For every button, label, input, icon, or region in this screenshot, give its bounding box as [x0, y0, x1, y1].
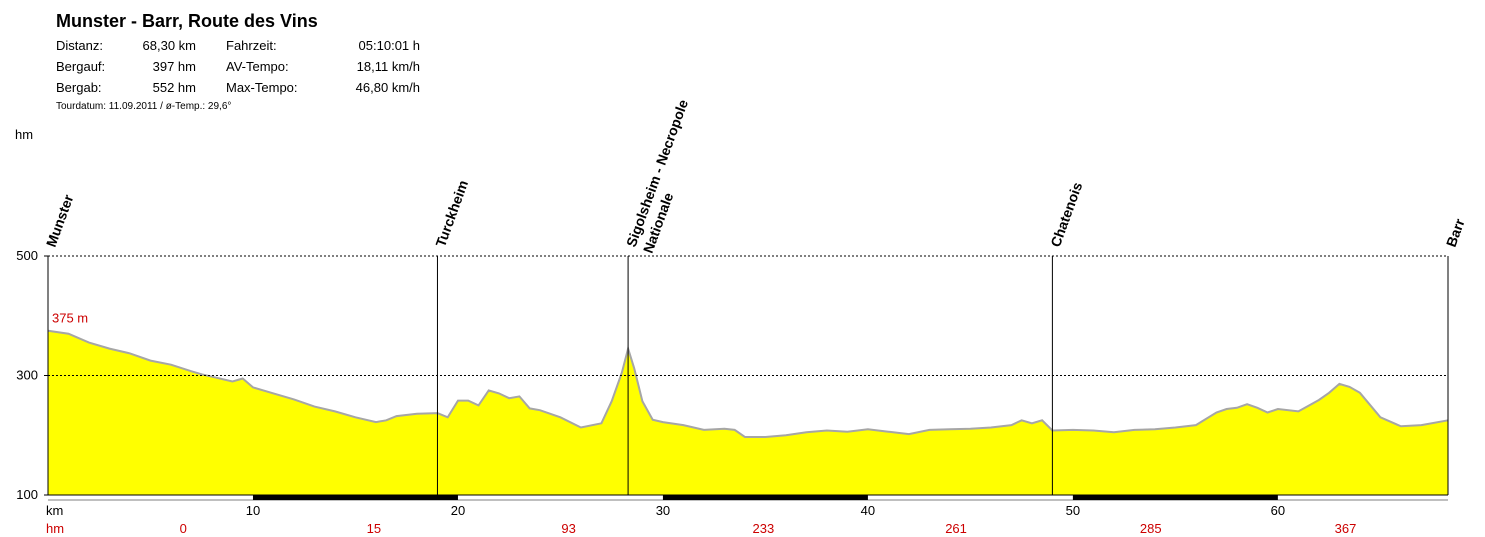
start-elevation-label: 375 m	[52, 311, 88, 326]
km-band-segment	[1072, 495, 1278, 500]
elevation-line	[47, 329, 1449, 438]
stat-value: 552 hm	[152, 80, 196, 95]
waypoint-label: Chatenois	[1047, 180, 1085, 249]
stat-label: Max-Tempo:	[226, 80, 298, 95]
km-band-segment	[662, 495, 868, 500]
axis-layer	[44, 255, 1448, 501]
cumulative-climb-value: 367	[1335, 521, 1357, 536]
y-tick-label: 100	[16, 487, 38, 502]
waypoint-label: Turckheim	[432, 178, 471, 249]
y-tick-label: 300	[16, 368, 38, 383]
cumulative-climb-value: 233	[753, 521, 775, 536]
stat-label: Bergab:	[56, 80, 102, 95]
cumulative-climb-value: 285	[1140, 521, 1162, 536]
stats-row: Bergauf: 397 hm AV-Tempo: 18,11 km/h	[56, 56, 420, 77]
x-tick-label: 10	[246, 503, 260, 518]
cumulative-climb-value: 261	[945, 521, 967, 536]
elevation-area	[48, 330, 1448, 495]
stat-value: 397 hm	[152, 59, 196, 74]
stat-label: AV-Tempo:	[226, 59, 289, 74]
stats-row: Bergab: 552 hm Max-Tempo: 46,80 km/h	[56, 77, 420, 98]
cumulative-climb-value: 93	[561, 521, 575, 536]
cumulative-climb-value: 15	[367, 521, 381, 536]
x-tick-label: 60	[1271, 503, 1285, 518]
y-tick-label: 500	[16, 248, 38, 263]
km-band-segment	[252, 495, 458, 500]
stat-label: Fahrzeit:	[226, 38, 277, 53]
tour-title: Munster - Barr, Route des Vins	[56, 11, 318, 31]
x-tick-label: 50	[1066, 503, 1080, 518]
stat-value: 68,30 km	[142, 38, 196, 53]
x-tick-label: 40	[861, 503, 875, 518]
stat-label: Bergauf:	[56, 59, 106, 74]
waypoint-label: Barr	[1443, 216, 1468, 249]
tour-meta: Tourdatum: 11.09.2011 / ø-Temp.: 29,6°	[56, 101, 232, 112]
y-axis-label: hm	[15, 127, 33, 142]
stat-label: Distanz:	[56, 38, 103, 53]
profile-layer	[47, 329, 1449, 495]
label-layer: 100 300 500 hm 10 20 30 40 50 60 km hm 0 15 93 233 261 28…	[15, 127, 1356, 536]
waypoint-label: Munster	[43, 192, 77, 249]
stat-value: 18,11 km/h	[356, 59, 420, 74]
stat-value: 05:10:01 h	[358, 38, 420, 53]
waypoint-label: Sigolsheim - NecropoleNationale	[623, 97, 708, 255]
x-axis-label: km	[46, 503, 63, 518]
stats-row: Distanz: 68,30 km Fahrzeit: 05:10:01 h	[56, 35, 420, 56]
hm-row-label: hm	[46, 521, 64, 536]
stat-value: 46,80 km/h	[355, 80, 420, 95]
x-tick-label: 20	[451, 503, 465, 518]
grid-layer	[48, 255, 1448, 376]
x-tick-label: 30	[656, 503, 670, 518]
tour-header: Munster - Barr, Route des Vins Distanz: …	[56, 10, 420, 112]
cumulative-climb-value: 0	[180, 521, 187, 536]
tour-stats-table: Distanz: 68,30 km Fahrzeit: 05:10:01 h B…	[56, 35, 420, 98]
